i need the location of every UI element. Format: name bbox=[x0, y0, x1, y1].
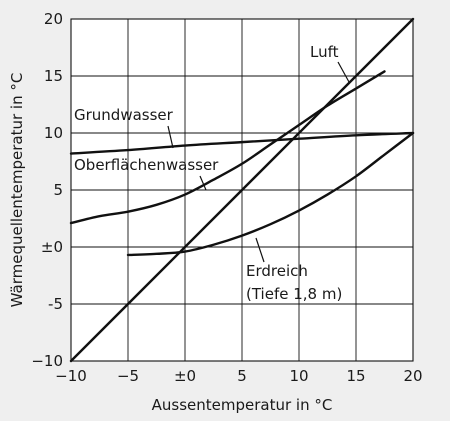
series-label-oberflaechenwasser: Oberflächenwasser bbox=[74, 156, 219, 174]
series-line-luft bbox=[69, 17, 415, 363]
series-line-oberflaechenwasser bbox=[69, 70, 386, 225]
x-tick-label: −5 bbox=[117, 367, 139, 385]
y-tick-label: 5 bbox=[53, 181, 63, 199]
x-tick-label: 20 bbox=[403, 367, 422, 385]
y-tick-label: 20 bbox=[44, 10, 63, 28]
y-axis-label: Wärmequellentemperatur in °C bbox=[8, 73, 26, 308]
label-leader-lines bbox=[167, 61, 350, 263]
y-tick-label: −10 bbox=[31, 352, 63, 370]
series-label-luft: Luft bbox=[310, 43, 339, 61]
series-label-grundwasser: Grundwasser bbox=[74, 106, 174, 124]
y-tick-label: 10 bbox=[44, 124, 63, 142]
x-tick-label: −10 bbox=[55, 367, 87, 385]
series-line-erdreich-tiefe-1-8-m bbox=[126, 131, 415, 257]
series-line-grundwasser bbox=[69, 131, 415, 155]
y-tick-label: -5 bbox=[48, 295, 63, 313]
x-axis-label: Aussentemperatur in °C bbox=[152, 396, 333, 414]
leader-oberflaechenwasser bbox=[199, 175, 207, 191]
x-tick-label: 10 bbox=[289, 367, 308, 385]
series-lines bbox=[69, 17, 415, 363]
x-tick-label: ±0 bbox=[174, 367, 196, 385]
series-label-erdreich: Erdreich bbox=[246, 262, 308, 280]
tick-labels: −10 −5 ±0 5 10 15 20 −10 -5 ±0 5 10 15 20 bbox=[31, 10, 422, 385]
series-label-erdreich-depth: (Tiefe 1,8 m) bbox=[246, 285, 342, 303]
y-tick-label: ±0 bbox=[41, 238, 63, 256]
x-tick-label: 5 bbox=[237, 367, 247, 385]
leader-grundwasser bbox=[167, 125, 174, 149]
leader-erdreich bbox=[255, 237, 265, 263]
y-tick-label: 15 bbox=[44, 67, 63, 85]
x-tick-label: 15 bbox=[346, 367, 365, 385]
leader-luft bbox=[337, 61, 350, 83]
